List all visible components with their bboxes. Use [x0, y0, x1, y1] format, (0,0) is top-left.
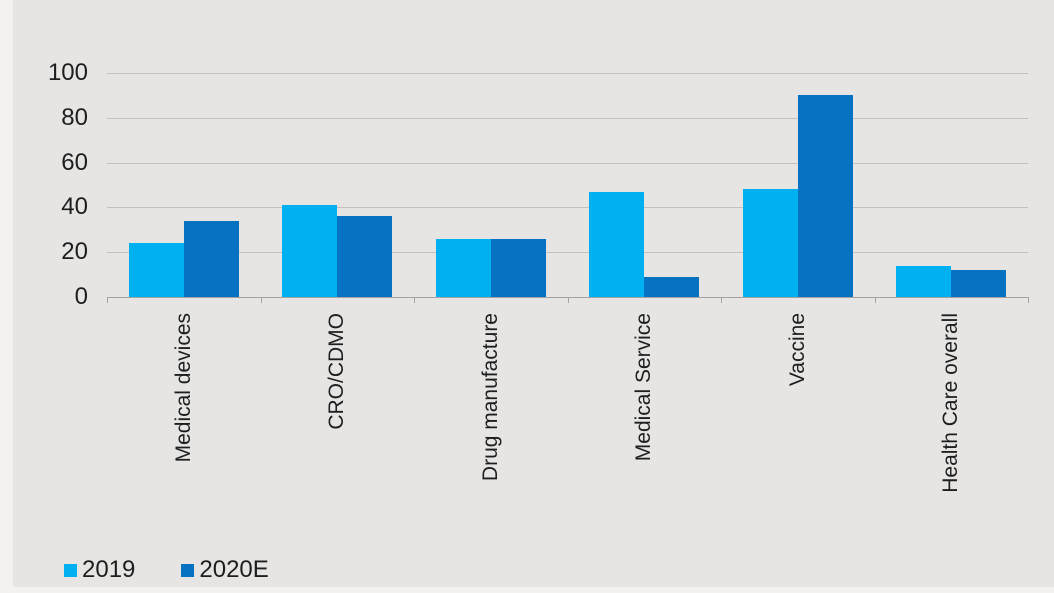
x-axis-category-label: Drug manufacture: [478, 313, 502, 482]
x-axis-tick: [1028, 297, 1029, 303]
legend-item-2020e: 2020E: [181, 556, 269, 583]
y-axis-tick-label: 60: [61, 148, 88, 176]
gridline-y60: [107, 162, 1028, 164]
bar-2019-drug-manufacture: [435, 238, 491, 297]
bar-2020e-cro-cdmo: [337, 216, 393, 297]
x-axis-category-label: Health Care overall: [939, 313, 963, 493]
x-axis-tick: [567, 297, 569, 303]
legend-swatch-icon: [181, 563, 195, 577]
bar-2020e-medical-service: [644, 276, 700, 297]
bar-2019-medical-service: [589, 191, 645, 297]
x-axis-tick: [874, 297, 876, 303]
x-axis-tick: [414, 297, 415, 303]
bar-2020e-vaccine: [797, 95, 853, 297]
bar-2019-cro-cdmo: [282, 205, 338, 297]
bar-2019-medical-devices: [128, 243, 184, 297]
y-axis-tick-label: 100: [47, 59, 88, 86]
bar-2020e-health-care-overall: [951, 270, 1007, 297]
bar-2019-health-care-overall: [896, 265, 952, 297]
plot-area: [107, 73, 1028, 297]
bar-2019-vaccine: [742, 189, 798, 297]
x-axis-category-label: CRO/CDMO: [325, 313, 349, 430]
x-axis-tick: [107, 297, 108, 303]
legend: 2019 2020E: [64, 557, 269, 583]
x-axis-category-label: Medical Service: [632, 313, 656, 462]
bar-2020e-drug-manufacture: [490, 238, 546, 297]
legend-item-2019: 2019: [64, 557, 135, 583]
legend-swatch-icon: [64, 563, 77, 577]
gridline-y20: [107, 252, 1028, 254]
x-axis-category-label: Medical devices: [171, 313, 195, 463]
y-axis-tick-label: 20: [61, 238, 88, 266]
gridline-y80: [107, 117, 1028, 119]
x-axis-tick: [721, 297, 722, 303]
x-axis-category-label: Vaccine: [785, 313, 809, 387]
bar-2020e-medical-devices: [183, 220, 239, 297]
legend-label: 2019: [82, 556, 136, 583]
y-axis-tick-label: 40: [61, 193, 88, 221]
y-axis-tick-label: 80: [61, 103, 88, 131]
y-axis-tick-label: 0: [74, 283, 88, 310]
gridline-y40: [107, 207, 1028, 209]
gridline-y100: [107, 73, 1028, 74]
legend-label: 2020E: [199, 556, 269, 583]
x-axis-tick: [260, 297, 262, 303]
